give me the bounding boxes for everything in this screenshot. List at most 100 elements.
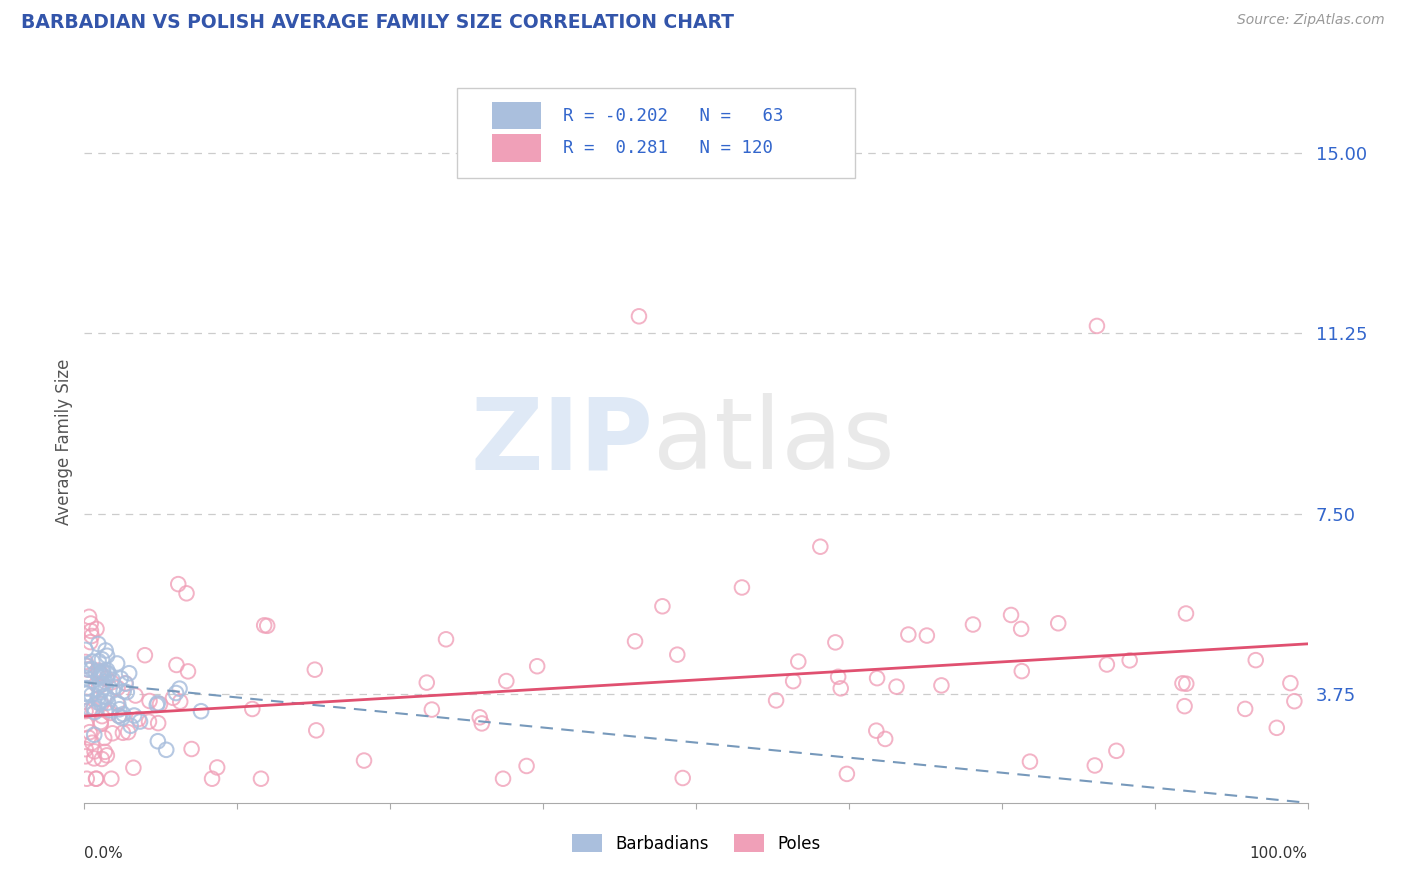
Text: Source: ZipAtlas.com: Source: ZipAtlas.com — [1237, 13, 1385, 28]
Point — [1047, 616, 1070, 631]
Point — [624, 634, 647, 648]
Point — [162, 690, 184, 705]
Point — [93, 669, 115, 683]
Point — [1095, 657, 1118, 672]
Point — [87, 670, 110, 684]
Point — [90, 697, 112, 711]
Point — [93, 690, 115, 704]
Point — [962, 617, 984, 632]
Point — [492, 772, 515, 786]
Point — [169, 681, 191, 696]
Point — [240, 702, 263, 716]
Text: ZIP: ZIP — [470, 393, 654, 490]
Point — [107, 681, 129, 695]
Point — [75, 655, 97, 669]
Point — [138, 694, 160, 708]
Point — [77, 663, 100, 677]
Point — [75, 686, 97, 700]
Point — [108, 702, 131, 716]
Point — [104, 680, 127, 694]
Point — [75, 749, 97, 764]
Point — [96, 671, 118, 685]
Point — [98, 706, 121, 720]
Point — [86, 622, 108, 636]
Point — [76, 681, 98, 696]
Point — [94, 745, 117, 759]
Point — [82, 655, 104, 669]
Point — [808, 540, 831, 554]
Point — [416, 675, 439, 690]
Point — [468, 710, 491, 724]
Point — [89, 679, 111, 693]
Point — [90, 714, 112, 729]
Point — [129, 714, 152, 729]
Point — [97, 666, 120, 681]
Point — [128, 712, 150, 726]
Point — [495, 674, 517, 689]
Point — [118, 666, 141, 681]
Point — [80, 629, 103, 643]
Legend: Barbadians, Poles: Barbadians, Poles — [565, 828, 827, 860]
Point — [672, 771, 695, 785]
Point — [84, 665, 107, 680]
Point — [250, 772, 273, 786]
Point — [94, 680, 117, 694]
Point — [91, 709, 114, 723]
Point — [866, 671, 889, 685]
Point — [1000, 607, 1022, 622]
Point — [165, 686, 187, 700]
Point — [87, 696, 110, 710]
Point — [651, 599, 673, 614]
Text: atlas: atlas — [654, 393, 894, 490]
Point — [75, 717, 97, 731]
Bar — [492, 135, 541, 162]
Point — [94, 643, 117, 657]
Point — [190, 704, 212, 718]
Point — [76, 681, 98, 695]
Point — [627, 310, 650, 324]
Point — [80, 688, 103, 702]
Point — [666, 648, 689, 662]
Point — [305, 723, 328, 738]
Point — [94, 674, 117, 689]
Point — [253, 618, 276, 632]
Point — [1234, 702, 1257, 716]
Text: 0.0%: 0.0% — [84, 847, 124, 861]
Point — [1175, 677, 1198, 691]
Point — [77, 731, 100, 745]
Point — [765, 693, 787, 707]
Point — [90, 717, 112, 731]
Point — [96, 663, 118, 677]
Point — [79, 635, 101, 649]
Point — [787, 655, 810, 669]
Point — [91, 652, 114, 666]
Y-axis label: Average Family Size: Average Family Size — [55, 359, 73, 524]
Text: BARBADIAN VS POLISH AVERAGE FAMILY SIZE CORRELATION CHART: BARBADIAN VS POLISH AVERAGE FAMILY SIZE … — [21, 13, 734, 32]
Point — [167, 577, 190, 591]
Point — [122, 708, 145, 723]
Point — [76, 772, 98, 786]
Point — [100, 772, 122, 786]
Point — [108, 709, 131, 723]
Point — [1084, 758, 1107, 772]
Point — [256, 619, 278, 633]
Point — [112, 707, 135, 722]
Point — [91, 664, 114, 678]
Point — [111, 711, 134, 725]
Point — [96, 648, 118, 663]
Point — [93, 731, 115, 745]
Point — [105, 657, 128, 671]
Point — [75, 643, 97, 657]
Point — [1105, 744, 1128, 758]
Point — [526, 659, 548, 673]
Point — [915, 629, 938, 643]
Point — [75, 687, 97, 701]
Point — [149, 697, 172, 711]
Point — [108, 709, 131, 723]
Point — [89, 665, 111, 680]
Point — [886, 680, 908, 694]
Point — [84, 677, 107, 691]
Point — [120, 719, 142, 733]
Point — [1010, 622, 1032, 636]
Point — [138, 714, 160, 729]
